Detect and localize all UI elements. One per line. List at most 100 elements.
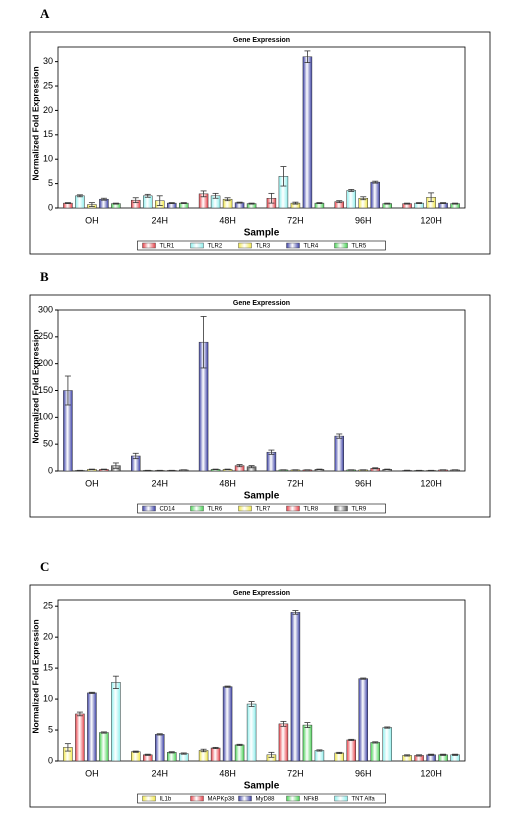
error-bar <box>180 202 187 205</box>
bar <box>302 56 313 209</box>
bar <box>334 752 344 762</box>
y-axis-label: Normalized Fold Expression <box>30 66 40 180</box>
error-bar <box>112 675 119 689</box>
y-tick-label: 20 <box>43 105 53 115</box>
error-bar <box>144 753 151 756</box>
legend-label: TLR5 <box>352 243 367 249</box>
error-bar <box>64 743 71 752</box>
legend-swatch <box>238 505 252 512</box>
error-bar <box>248 701 255 707</box>
x-tick-label: 72H <box>287 478 304 488</box>
bar <box>346 739 356 762</box>
error-bar <box>212 468 219 471</box>
legend-label: TLR4 <box>304 243 319 249</box>
bar <box>167 752 177 762</box>
legend-swatch <box>286 795 300 802</box>
bar <box>370 742 380 762</box>
bar <box>179 753 189 762</box>
legend-label: TLR1 <box>160 243 175 249</box>
x-tick-label: OH <box>85 478 99 488</box>
x-axis-label: Sample <box>244 781 280 792</box>
bar <box>302 724 313 762</box>
error-bar <box>200 748 207 753</box>
error-bar <box>100 468 107 471</box>
x-tick-label: 48H <box>219 478 236 488</box>
legend-swatch <box>334 505 348 512</box>
x-tick-label: 48H <box>219 768 236 778</box>
y-tick-label: 5 <box>48 724 53 734</box>
error-bar <box>248 202 255 205</box>
error-bar <box>304 50 311 64</box>
error-bar <box>404 469 411 472</box>
bar <box>210 747 221 762</box>
error-bar <box>236 464 243 468</box>
bar <box>290 612 301 762</box>
error-bar <box>428 753 435 756</box>
error-bar <box>384 726 391 729</box>
bar <box>358 678 368 762</box>
legend-swatch <box>286 505 300 512</box>
error-bar <box>248 465 255 469</box>
error-bar <box>452 753 459 756</box>
error-bar <box>88 202 95 207</box>
x-tick-label: 96H <box>355 215 372 225</box>
y-tick-label: 100 <box>38 412 53 422</box>
chart-title: Gene Expression <box>233 590 290 597</box>
error-bar <box>100 731 107 734</box>
x-tick-label: 72H <box>287 215 304 225</box>
plot-area <box>57 46 466 209</box>
chart-frame <box>29 31 491 255</box>
error-bar <box>212 192 219 199</box>
chart-title: Gene Expression <box>233 37 290 44</box>
error-bar <box>348 189 355 192</box>
legend-swatch <box>142 505 156 512</box>
legend-swatch <box>238 795 252 802</box>
error-bar <box>100 197 107 201</box>
panel-label: A <box>40 6 50 21</box>
error-bar <box>132 452 139 460</box>
bar <box>266 451 277 472</box>
y-tick-label: 250 <box>38 331 53 341</box>
legend-swatch <box>334 795 348 802</box>
x-tick-label: 24H <box>151 215 168 225</box>
y-tick-label: 50 <box>43 439 53 449</box>
error-bar <box>280 166 287 187</box>
error-bar <box>360 196 367 201</box>
error-bar <box>316 202 323 205</box>
bar <box>234 744 245 762</box>
error-bar <box>292 610 299 615</box>
error-bar <box>88 468 95 471</box>
x-tick-label: 96H <box>355 478 372 488</box>
panel-label: B <box>40 269 49 284</box>
y-tick-label: 20 <box>43 632 53 642</box>
bar <box>131 751 141 762</box>
legend-swatch <box>286 242 300 249</box>
error-bar <box>64 375 71 406</box>
legend-label: TLR3 <box>256 243 271 249</box>
error-bar <box>76 711 83 717</box>
y-tick-label: 10 <box>43 154 53 164</box>
error-bar <box>168 751 175 754</box>
x-tick-label: 24H <box>151 768 168 778</box>
legend-swatch <box>142 795 156 802</box>
plot-area <box>57 309 466 472</box>
error-bar <box>304 722 311 728</box>
legend-swatch <box>142 242 156 249</box>
chart-title: Gene Expression <box>233 300 290 307</box>
x-tick-label: OH <box>85 768 99 778</box>
x-tick-label: 48H <box>219 215 236 225</box>
y-tick-label: 25 <box>43 80 53 90</box>
legend <box>137 793 386 804</box>
y-tick-label: 30 <box>43 56 53 66</box>
legend <box>137 503 386 514</box>
x-axis-label: Sample <box>244 491 280 502</box>
y-tick-label: 150 <box>38 385 53 395</box>
legend-label: TLR9 <box>352 506 367 512</box>
legend-label: TLR8 <box>304 506 319 512</box>
panel-label: C <box>40 559 49 574</box>
y-tick-label: 25 <box>43 601 53 611</box>
x-axis-label: Sample <box>244 228 280 239</box>
plot-area <box>57 599 466 762</box>
error-bar <box>168 202 175 205</box>
